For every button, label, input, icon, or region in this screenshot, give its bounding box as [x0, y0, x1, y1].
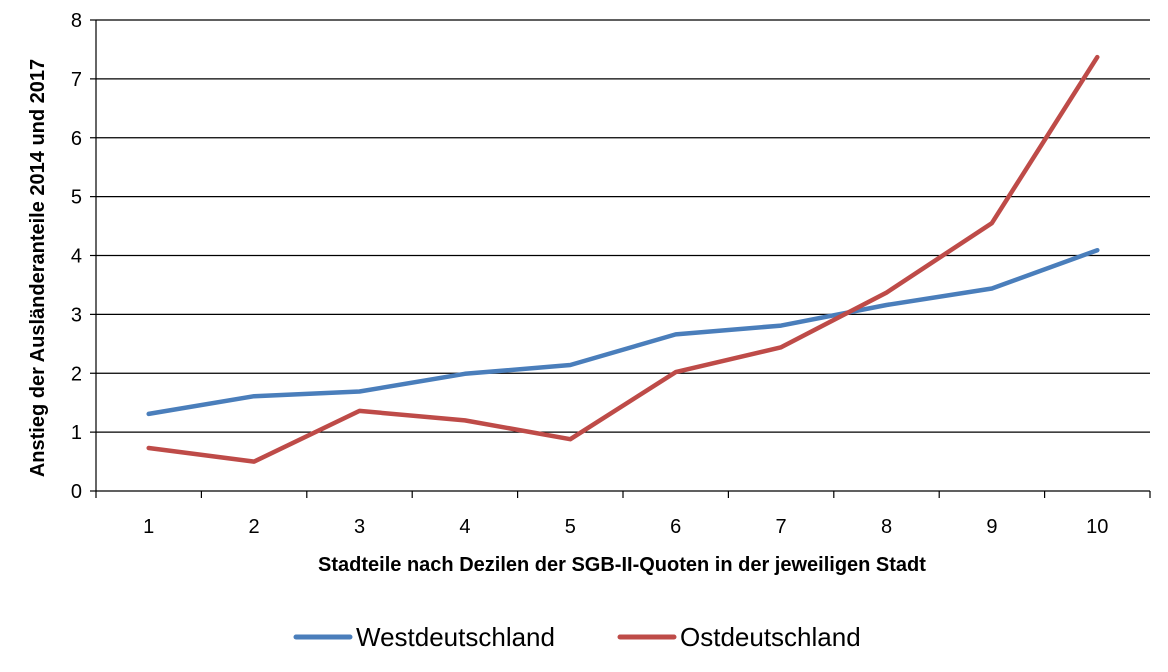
x-tick-label: 2: [249, 516, 260, 538]
y-axis-title: Anstieg der Ausländeranteile 2014 und 20…: [27, 59, 49, 477]
y-tick-label: 3: [71, 304, 82, 326]
tick-labels: 0 1 2 3 4 5 6 7 8 1 2 3 4 5 6 7 8 9 10: [71, 10, 1109, 538]
y-tick-label: 7: [71, 69, 82, 91]
y-tick-label: 4: [71, 246, 82, 268]
y-tick-label: 5: [71, 187, 82, 209]
y-tick-label: 1: [71, 422, 82, 444]
x-tick-label: 9: [986, 516, 997, 538]
x-tick-label: 3: [354, 516, 365, 538]
x-tick-label: 5: [565, 516, 576, 538]
x-axis-title: Stadteile nach Dezilen der SGB-II-Quoten…: [318, 554, 926, 576]
series-line-westdeutschland: [146, 247, 1100, 417]
axes: [90, 19, 1151, 498]
legend-label: Westdeutschland: [356, 622, 555, 652]
x-tick-label: 8: [881, 516, 892, 538]
y-tick-label: 8: [71, 10, 82, 32]
x-tick-label: 1: [143, 516, 154, 538]
x-tick-label: 6: [670, 516, 681, 538]
legend: Westdeutschland Ostdeutschland: [293, 622, 861, 652]
gridlines: [96, 19, 1150, 433]
y-tick-label: 2: [71, 363, 82, 385]
legend-label: Ostdeutschland: [680, 622, 861, 652]
series-lines: [146, 54, 1100, 464]
y-tick-label: 0: [71, 481, 82, 503]
x-tick-label: 10: [1086, 516, 1108, 538]
y-tick-label: 6: [71, 128, 82, 150]
series-line-ostdeutschland: [146, 54, 1100, 464]
x-tick-label: 7: [776, 516, 787, 538]
x-tick-label: 4: [459, 516, 470, 538]
